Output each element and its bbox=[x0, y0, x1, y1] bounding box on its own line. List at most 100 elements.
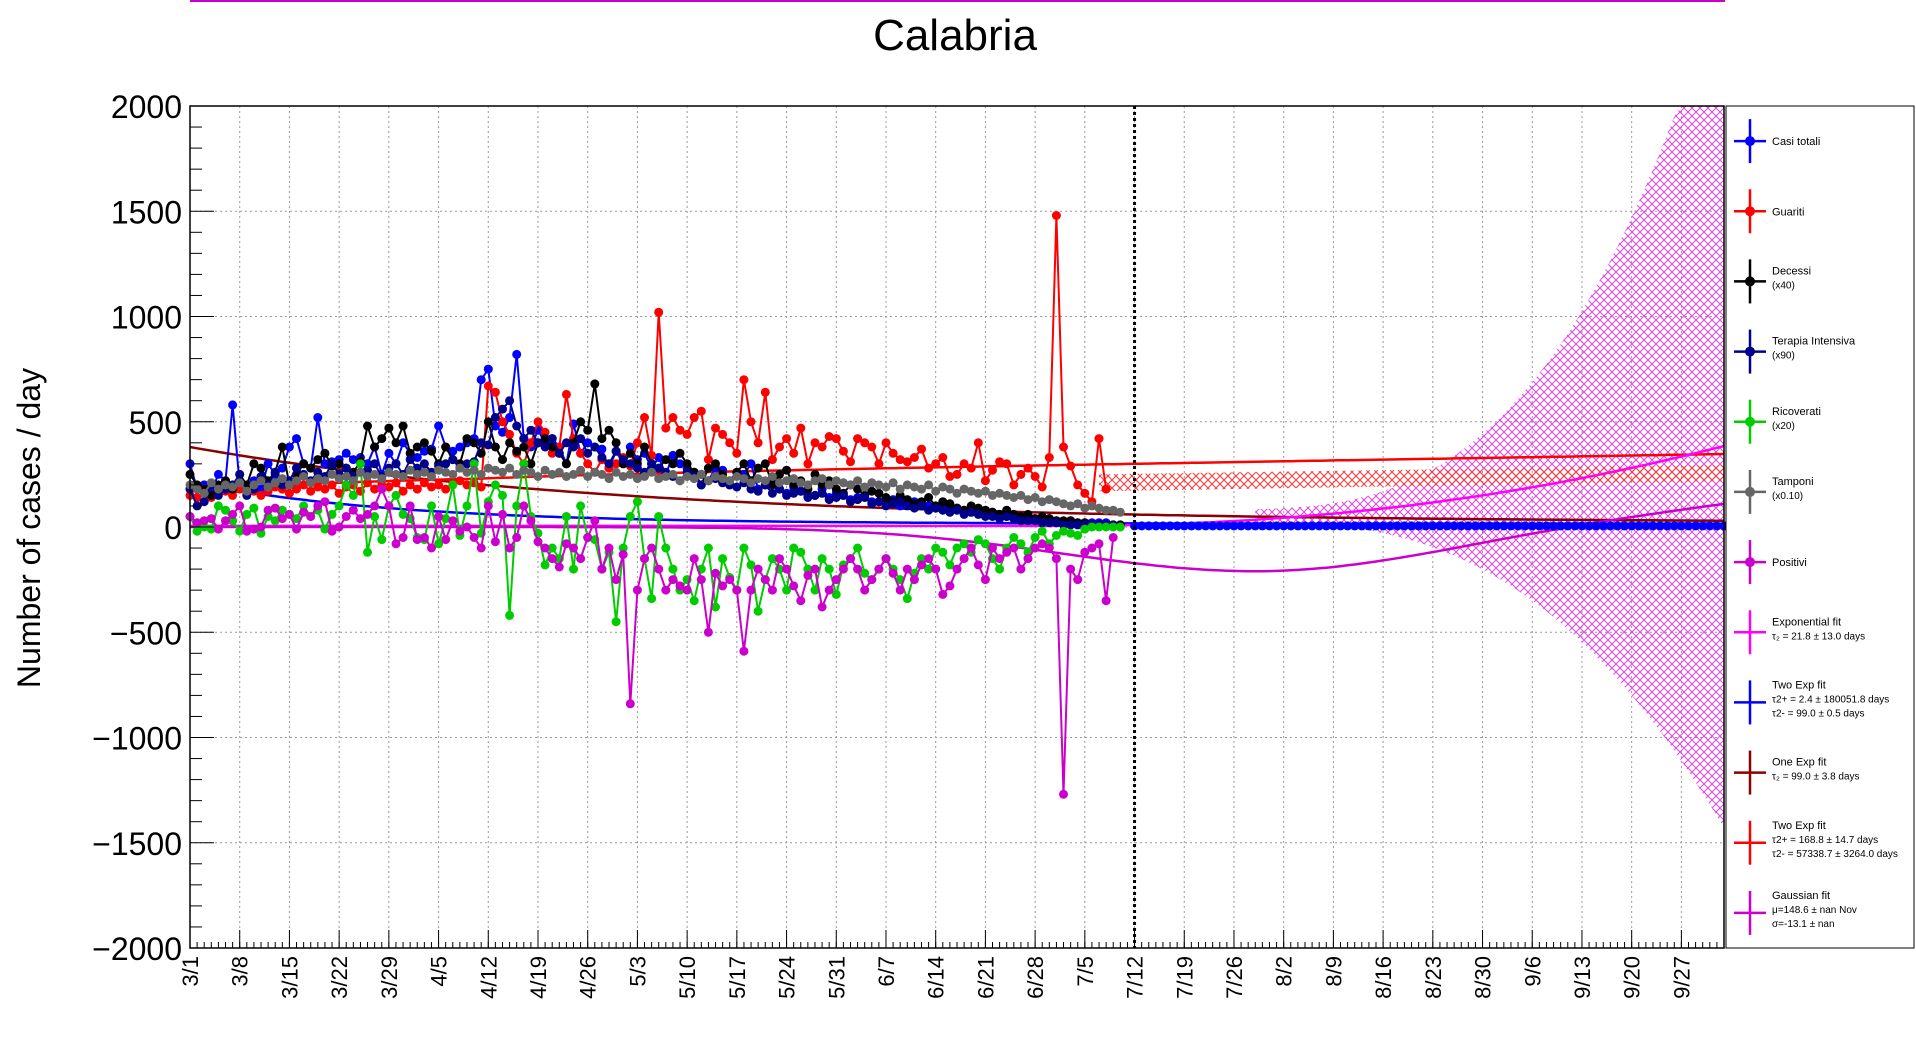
forecast-point bbox=[1570, 521, 1580, 531]
data-point bbox=[1002, 505, 1012, 515]
data-point bbox=[590, 516, 600, 526]
forecast-point bbox=[1591, 521, 1601, 531]
data-point bbox=[1037, 526, 1047, 536]
data-point bbox=[213, 490, 223, 500]
data-point bbox=[355, 459, 365, 469]
data-point bbox=[597, 469, 607, 479]
data-point bbox=[838, 478, 848, 488]
data-point bbox=[391, 478, 401, 488]
data-point bbox=[1094, 503, 1104, 513]
data-point bbox=[1037, 539, 1047, 549]
data-point bbox=[611, 446, 621, 456]
data-point bbox=[718, 554, 728, 564]
data-point bbox=[526, 438, 536, 448]
data-point bbox=[625, 459, 635, 469]
data-point bbox=[512, 349, 522, 359]
x-tick-label: 5/31 bbox=[824, 956, 849, 999]
data-point bbox=[782, 490, 792, 500]
x-tick-label: 6/14 bbox=[924, 956, 949, 999]
data-point bbox=[320, 459, 330, 469]
data-point bbox=[483, 381, 493, 391]
data-point bbox=[902, 457, 912, 467]
data-point bbox=[1108, 505, 1118, 515]
forecast-point bbox=[1534, 521, 1544, 531]
data-point bbox=[1030, 493, 1040, 502]
data-point bbox=[519, 459, 529, 469]
data-point bbox=[675, 581, 685, 591]
forecast-point bbox=[1165, 521, 1175, 531]
data-point bbox=[1016, 516, 1026, 526]
data-point bbox=[384, 482, 394, 492]
data-point bbox=[434, 465, 444, 475]
data-point bbox=[980, 486, 990, 496]
data-point bbox=[540, 465, 550, 475]
data-point bbox=[249, 480, 259, 490]
data-point bbox=[895, 484, 905, 494]
data-point bbox=[782, 585, 792, 595]
data-point bbox=[611, 467, 621, 477]
data-point bbox=[838, 490, 848, 500]
data-point bbox=[505, 438, 515, 448]
data-point bbox=[284, 442, 294, 452]
data-point bbox=[796, 478, 806, 488]
data-point bbox=[320, 476, 330, 486]
data-point bbox=[782, 476, 792, 486]
data-point bbox=[625, 448, 635, 458]
data-point bbox=[334, 459, 344, 469]
data-point bbox=[363, 509, 372, 519]
data-point bbox=[767, 488, 777, 498]
data-point bbox=[1030, 472, 1040, 481]
data-point bbox=[661, 455, 671, 465]
data-point bbox=[938, 453, 948, 462]
data-point bbox=[483, 364, 493, 374]
data-point bbox=[334, 501, 344, 511]
data-point bbox=[292, 434, 301, 444]
data-point bbox=[810, 438, 820, 448]
legend-entry: Two Exp fit τ2+ = 168.8 ± 14.7 days τ2- = … bbox=[1734, 820, 1898, 865]
data-point bbox=[810, 469, 820, 479]
data-point bbox=[973, 509, 983, 519]
data-point bbox=[824, 585, 834, 595]
legend-entry: Ricoverati (x20) bbox=[1734, 399, 1821, 444]
data-point bbox=[476, 438, 486, 448]
data-point bbox=[540, 427, 550, 437]
forecast-point bbox=[1186, 521, 1196, 531]
forecast-point bbox=[1222, 521, 1232, 531]
forecast-point bbox=[1421, 521, 1431, 531]
data-point bbox=[569, 564, 578, 574]
data-point bbox=[796, 486, 806, 496]
data-point bbox=[973, 560, 983, 570]
data-point bbox=[838, 446, 848, 456]
data-point bbox=[917, 444, 926, 454]
forecast-point bbox=[1343, 521, 1353, 531]
forecast-point bbox=[1208, 521, 1218, 531]
data-point bbox=[412, 484, 422, 494]
forecast-point bbox=[1712, 521, 1722, 531]
forecast-point bbox=[1357, 521, 1367, 531]
data-point bbox=[654, 564, 664, 574]
data-point bbox=[256, 476, 266, 486]
data-point bbox=[547, 469, 557, 479]
data-point bbox=[952, 564, 962, 574]
legend-label: Guariti bbox=[1772, 206, 1804, 218]
data-point bbox=[441, 484, 451, 494]
forecast-point bbox=[1229, 521, 1239, 531]
data-point bbox=[696, 469, 706, 479]
data-point bbox=[505, 413, 515, 422]
data-point bbox=[988, 543, 997, 553]
data-point bbox=[661, 472, 671, 481]
data-point bbox=[867, 442, 877, 452]
forecast-point bbox=[1641, 521, 1651, 531]
data-point bbox=[973, 488, 983, 498]
data-point bbox=[952, 505, 962, 515]
data-point bbox=[370, 512, 380, 521]
data-point bbox=[206, 490, 216, 500]
data-point bbox=[1051, 530, 1061, 540]
data-point bbox=[689, 413, 699, 422]
data-point bbox=[945, 472, 955, 481]
legend-label: Casi totali bbox=[1772, 136, 1820, 148]
data-point bbox=[789, 581, 799, 591]
data-point bbox=[448, 455, 458, 465]
data-point bbox=[299, 501, 309, 511]
data-point bbox=[1037, 497, 1047, 507]
